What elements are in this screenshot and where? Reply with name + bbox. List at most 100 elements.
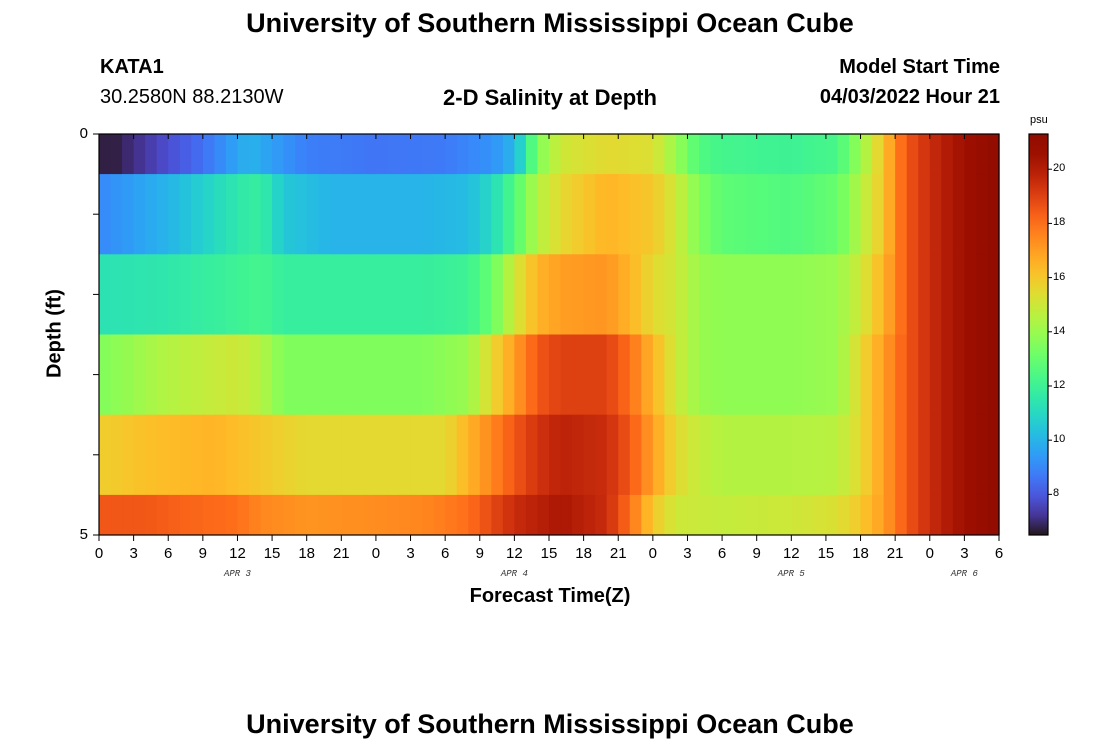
heatmap-cell — [618, 494, 631, 536]
heatmap-cell — [572, 174, 585, 255]
heatmap-cell — [629, 174, 642, 255]
heatmap-cell — [214, 414, 227, 496]
heatmap-cell — [295, 494, 308, 536]
heatmap-cell — [468, 134, 481, 175]
heatmap-cell — [906, 494, 919, 536]
heatmap-cell — [814, 334, 827, 416]
heatmap-cell — [849, 174, 862, 255]
heatmap-cell — [318, 414, 331, 496]
x-tick-label: 9 — [198, 545, 208, 562]
heatmap-cell — [225, 174, 239, 255]
heatmap-cell — [860, 334, 873, 416]
heatmap-cell — [768, 334, 781, 416]
heatmap-cell — [583, 174, 596, 255]
heatmap-cell — [629, 134, 642, 175]
heatmap-cell — [249, 414, 262, 496]
heatmap-cell — [583, 414, 596, 496]
heatmap-cell — [364, 494, 377, 536]
heatmap-cell — [364, 174, 377, 255]
heatmap-cell — [295, 334, 308, 416]
heatmap-cell — [802, 174, 815, 255]
heatmap-cell — [906, 254, 919, 335]
heatmap-cell — [306, 134, 319, 175]
heatmap-cell — [468, 174, 481, 255]
heatmap-cell — [399, 334, 412, 416]
x-tick-label: 0 — [94, 545, 104, 562]
heatmap-cell — [110, 174, 123, 255]
heatmap-cell — [872, 174, 885, 255]
heatmap-cell — [768, 174, 781, 255]
heatmap-cell — [537, 254, 550, 335]
x-tick-label: 0 — [925, 545, 934, 562]
heatmap-cell — [572, 254, 585, 335]
heatmap-cell — [572, 494, 585, 536]
x-tick-label: 12 — [782, 545, 800, 562]
heatmap-cell — [675, 134, 689, 175]
heatmap-cell — [929, 414, 942, 496]
heatmap-cell — [987, 414, 1000, 496]
colorbar — [1028, 133, 1052, 536]
colorbar-tick-label: 12 — [1053, 378, 1066, 391]
heatmap-cell — [975, 334, 989, 416]
heatmap-cell — [422, 254, 435, 335]
heatmap-cell — [318, 494, 331, 536]
heatmap-cell — [502, 494, 515, 536]
heatmap-cell — [249, 334, 262, 416]
heatmap-cell — [514, 174, 527, 255]
heatmap-cell — [468, 494, 481, 536]
heatmap-cell — [341, 134, 354, 175]
heatmap-cell — [652, 334, 665, 416]
heatmap-cell — [445, 494, 458, 536]
heatmap-cell — [433, 254, 446, 335]
x-tick-label: 6 — [164, 545, 173, 562]
heatmap-cell — [525, 334, 539, 416]
heatmap-cell — [341, 254, 354, 335]
heatmap-cell — [249, 494, 262, 536]
heatmap-cell — [479, 414, 492, 496]
heatmap-cell — [99, 134, 112, 175]
heatmap-cell — [237, 174, 250, 255]
station-id: KATA1 — [100, 56, 164, 78]
heatmap-cell — [722, 334, 735, 416]
x-tick-label: 0 — [371, 545, 381, 562]
heatmap-cell — [179, 414, 192, 496]
heatmap-cell — [952, 494, 965, 536]
heatmap-cell — [191, 414, 204, 496]
heatmap-cell — [156, 334, 169, 416]
heatmap-cell — [629, 334, 642, 416]
heatmap-cell — [710, 134, 723, 175]
x-tick-label: 6 — [440, 545, 450, 562]
heatmap-cell — [225, 254, 239, 335]
heatmap-cell — [260, 494, 273, 536]
heatmap-cell — [641, 174, 654, 255]
x-tick-label: 18 — [298, 545, 316, 562]
heatmap-cell — [191, 174, 204, 255]
heatmap-cell — [987, 494, 1000, 536]
heatmap-cell — [283, 494, 296, 536]
heatmap-cell — [514, 494, 527, 536]
heatmap-cell — [699, 494, 712, 536]
heatmap-cell — [779, 414, 792, 496]
heatmap-cell — [122, 174, 135, 255]
heatmap-cell — [745, 414, 758, 496]
x-tick-label: 3 — [406, 545, 415, 562]
heatmap-cell — [722, 134, 735, 175]
heatmap-cell — [918, 254, 931, 335]
heatmap-cell — [929, 494, 942, 536]
heatmap-cell — [814, 254, 827, 335]
heatmap-cell — [237, 334, 250, 416]
heatmap-cell — [756, 174, 769, 255]
heatmap-cell — [687, 174, 700, 255]
x-tick-label: 3 — [960, 545, 969, 562]
heatmap-cell — [652, 414, 665, 496]
heatmap-cell — [872, 254, 885, 335]
heatmap-cell — [837, 134, 850, 175]
heatmap-cell — [560, 494, 573, 536]
heatmap-cell — [387, 174, 400, 255]
heatmap-cell — [410, 174, 423, 255]
heatmap-cell — [710, 174, 723, 255]
heatmap-cell — [237, 414, 250, 496]
heatmap-cell — [722, 174, 735, 255]
heatmap-cell — [468, 254, 481, 335]
heatmap-cell — [756, 254, 769, 335]
